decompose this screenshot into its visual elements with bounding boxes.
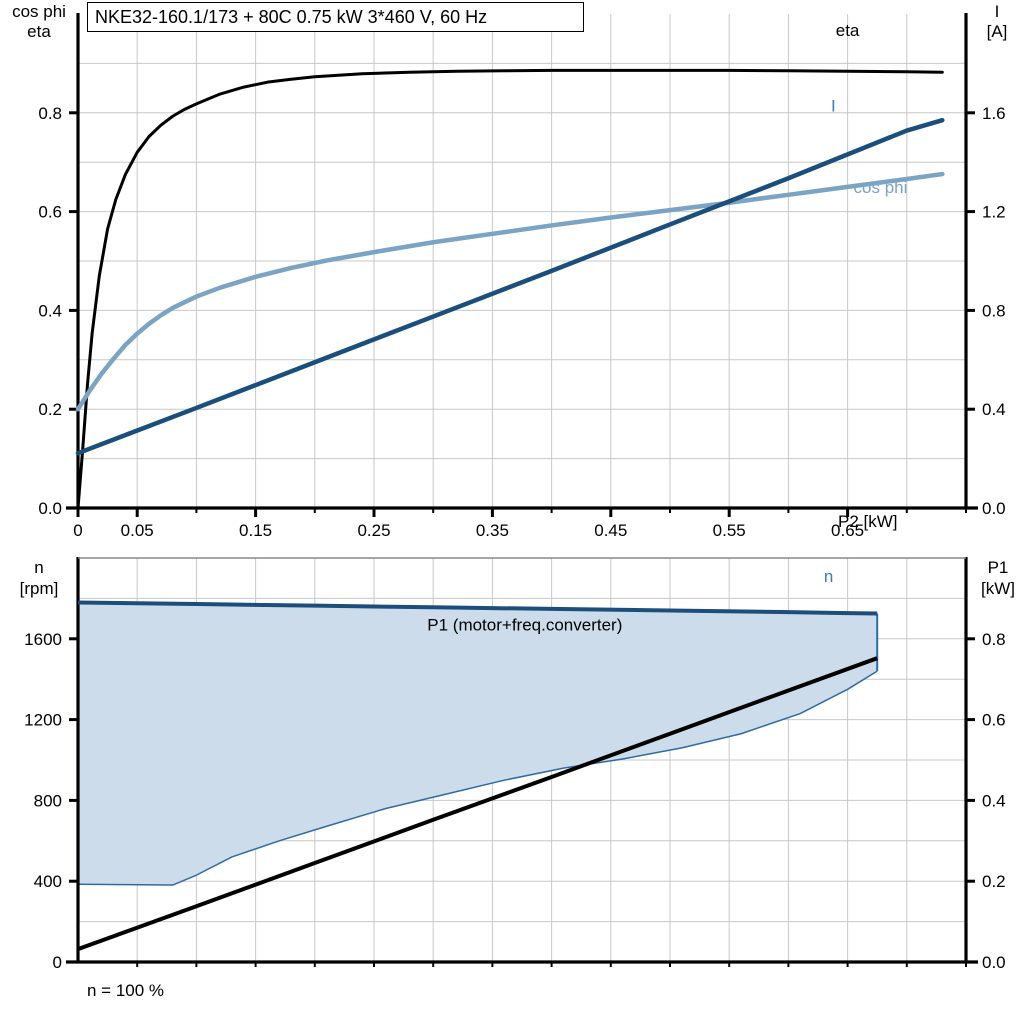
y-right-tick-label: 0.0 xyxy=(982,953,1006,972)
operating-band-fill xyxy=(78,602,878,886)
y-right-tick-label: 0.6 xyxy=(982,711,1006,730)
bottom-right-axis-unit-line2: [kW] xyxy=(981,579,1015,598)
top-chart-curves xyxy=(75,68,945,510)
top-x-axis-label: P2 [kW] xyxy=(838,512,898,531)
curve-label-eta: eta xyxy=(836,21,860,40)
bottom-right-axis-unit: P1 [kW] xyxy=(972,557,1024,599)
top-left-axis-unit: cos phi eta xyxy=(2,2,76,42)
y-right-tick-label: 1.2 xyxy=(982,203,1006,222)
top-chart-tick-labels: 0 0.05 0.15 0.25 0.35 0.45 0.55 0.65 0.0 0.2 0.4 0.… xyxy=(38,104,1005,540)
y-left-tick-label: 0 xyxy=(53,953,62,972)
y-left-tick-label: 0.0 xyxy=(38,499,62,518)
bottom-chart-curves xyxy=(77,600,878,951)
curve-label-cos-phi: cos phi xyxy=(854,178,908,197)
y-left-tick-label: 1200 xyxy=(24,711,62,730)
x-tick-label: 0.45 xyxy=(594,521,627,540)
top-chart-gridlines xyxy=(78,14,966,508)
x-tick-label: 0.25 xyxy=(357,521,390,540)
curve-cos-phi xyxy=(75,171,945,412)
y-left-tick-label: 0.6 xyxy=(38,203,62,222)
y-right-tick-label: 0.8 xyxy=(982,630,1006,649)
curve-label-n: n xyxy=(824,567,833,586)
bottom-left-axis-unit: n [rpm] xyxy=(2,557,76,599)
y-right-tick-label: 1.6 xyxy=(982,104,1006,123)
x-tick-label: 0.15 xyxy=(239,521,272,540)
top-chart-axes xyxy=(66,13,978,510)
top-left-axis-unit-line2: eta xyxy=(27,22,51,41)
y-left-tick-label: 400 xyxy=(34,872,62,891)
bottom-left-axis-unit-line2: [rpm] xyxy=(19,579,59,598)
x-tick-label: 0.65 xyxy=(831,521,864,540)
top-chart-svg: 0 0.05 0.15 0.25 0.35 0.45 0.55 0.65 0.0 0.2 0.4 0.… xyxy=(38,13,1006,540)
y-right-tick-label: 0.4 xyxy=(982,791,1006,810)
x-tick-label: 0 xyxy=(73,521,82,540)
y-left-tick-label: 0.8 xyxy=(38,104,62,123)
y-right-tick-label: 0.4 xyxy=(982,400,1006,419)
bottom-chart-svg: 0 400 800 1200 1600 0.0 0.2 0.4 0.6 0.8 n P1 (moto… xyxy=(24,557,1006,972)
y-left-tick-label: 800 xyxy=(34,791,62,810)
bottom-chart-axes xyxy=(66,557,978,964)
curve-label-i: I xyxy=(831,96,836,115)
bottom-chart-panel: 0 400 800 1200 1600 0.0 0.2 0.4 0.6 0.8 n P1 (moto… xyxy=(0,545,1024,1024)
bottom-right-axis-unit-line1: P1 xyxy=(987,558,1009,577)
top-chart-panel: 0 0.05 0.15 0.25 0.35 0.45 0.55 0.65 0.0 0.2 0.4 0.… xyxy=(2,2,1022,540)
y-right-tick-label: 0.8 xyxy=(982,301,1006,320)
curve-p1 xyxy=(77,656,878,951)
y-left-tick-label: 0.2 xyxy=(38,400,62,419)
y-right-tick-label: 0.0 xyxy=(982,499,1006,518)
top-right-axis-unit: I [A] xyxy=(972,2,1022,42)
x-tick-label: 0.05 xyxy=(121,521,154,540)
curve-label-p1-motor-freq-converter-: P1 (motor+freq.converter) xyxy=(427,616,622,635)
operating-band-lower-bound xyxy=(77,670,878,886)
y-left-tick-label: 1600 xyxy=(24,630,62,649)
top-right-axis-unit-line2: [A] xyxy=(986,22,1008,41)
bottom-chart-operating-band xyxy=(77,602,879,886)
y-right-tick-label: 0.2 xyxy=(982,872,1006,891)
bottom-chart-tick-labels: 0 400 800 1200 1600 0.0 0.2 0.4 0.6 0.8 xyxy=(24,630,1005,972)
x-tick-label: 0.35 xyxy=(476,521,509,540)
chart-title-box: NKE32-160.1/173 + 80C 0.75 kW 3*460 V, 6… xyxy=(87,2,584,32)
page-title: NKE32-160.1/173 + 80C 0.75 kW 3*460 V, 6… xyxy=(95,6,488,27)
curve-i xyxy=(75,117,945,456)
bottom-chart-curve-labels: n P1 (motor+freq.converter) xyxy=(427,567,833,634)
curve-eta xyxy=(76,68,944,510)
top-left-axis-unit-line1: cos phi xyxy=(12,2,66,21)
top-chart-ticks xyxy=(69,111,975,517)
curve-n xyxy=(77,600,878,616)
x-tick-label: 0.55 xyxy=(713,521,746,540)
top-right-axis-unit-line1: I xyxy=(994,2,1000,21)
bottom-chart-ticks xyxy=(69,637,975,967)
bottom-left-axis-unit-line1: n xyxy=(34,558,44,577)
speed-percentage-note: n = 100 % xyxy=(87,981,165,1000)
y-left-tick-label: 0.4 xyxy=(38,301,62,320)
